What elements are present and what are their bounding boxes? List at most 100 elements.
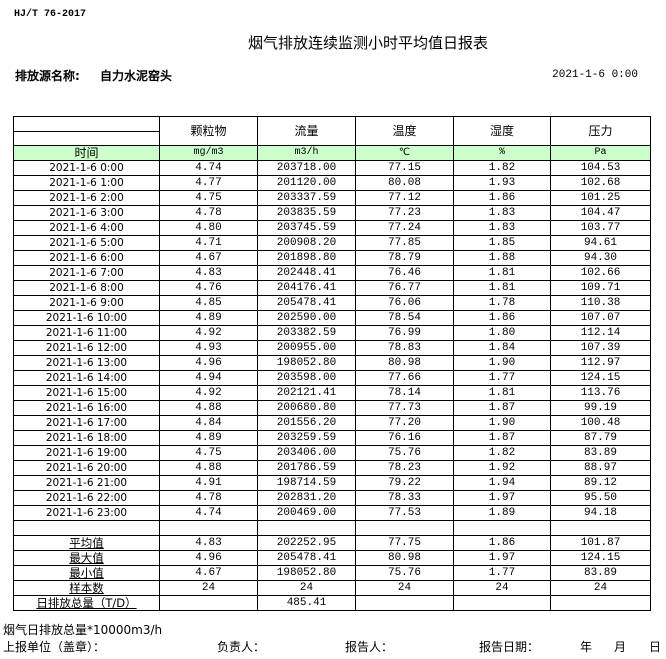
table-row: 2021-1-6 19:00 4.75 203406.00 75.76 1.82 83.8… [13, 445, 651, 461]
cell-flow: 201898.80 [257, 250, 356, 266]
cell-flow [257, 520, 356, 536]
cell-temperature: 77.24 [355, 220, 454, 236]
footer-report-date-label: 报告日期： [479, 640, 540, 654]
cell-temperature: 76.16 [355, 430, 454, 446]
cell-particulate: 4.89 [159, 310, 258, 326]
table-row: 2021-1-6 23:00 4.74 200469.00 77.53 1.89 94.1… [13, 505, 651, 521]
cell-temperature: 24 [355, 580, 454, 596]
cell-particulate: 4.77 [159, 175, 258, 191]
cell-time: 2021-1-6 16:00 [13, 400, 160, 416]
cell-temperature: 75.76 [355, 565, 454, 581]
table-row: 2021-1-6 17:00 4.84 201556.20 77.20 1.90 100.… [13, 415, 651, 431]
header-particulate: 颗粒物 [159, 116, 258, 146]
cell-particulate: 4.78 [159, 490, 258, 506]
cell-pressure: 101.87 [550, 535, 651, 551]
cell-humidity: 1.81 [453, 265, 551, 281]
cell-humidity: 1.93 [453, 175, 551, 191]
summary-row: 最小值 4.67 198052.80 75.76 1.77 83.89 [13, 565, 651, 581]
cell-temperature [355, 595, 454, 611]
cell-time: 最大值 [13, 550, 160, 566]
cell-pressure: 112.97 [550, 355, 651, 371]
cell-particulate [159, 595, 258, 611]
cell-pressure: 24 [550, 580, 651, 596]
cell-flow: 24 [257, 580, 356, 596]
cell-time: 2021-1-6 1:00 [13, 175, 160, 191]
cell-flow: 203835.59 [257, 205, 356, 221]
cell-flow: 201556.20 [257, 415, 356, 431]
cell-temperature: 78.79 [355, 250, 454, 266]
cell-time: 平均值 [13, 535, 160, 551]
table-row: 2021-1-6 9:00 4.85 205478.41 76.06 1.78 110.3… [13, 295, 651, 311]
report-table: 颗粒物 流量 温度 湿度 压力 时间 mg/m3 m3/h ℃ % Pa 202… [13, 116, 651, 611]
cell-pressure: 124.15 [550, 550, 651, 566]
cell-pressure: 104.53 [550, 160, 651, 176]
cell-flow: 202448.41 [257, 265, 356, 281]
report-date: 2021-1-6 0:00 [552, 69, 638, 81]
empty-row [13, 520, 651, 536]
cell-time: 2021-1-6 2:00 [13, 190, 160, 206]
cell-pressure: 124.15 [550, 370, 651, 386]
footer-reporter-label: 报告人： [345, 640, 394, 654]
cell-humidity: 24 [453, 580, 551, 596]
cell-temperature [355, 520, 454, 536]
cell-temperature: 77.75 [355, 535, 454, 551]
cell-flow: 205478.41 [257, 550, 356, 566]
cell-time: 2021-1-6 18:00 [13, 430, 160, 446]
cell-flow: 198052.80 [257, 355, 356, 371]
cell-humidity: 1.94 [453, 475, 551, 491]
cell-humidity: 1.78 [453, 295, 551, 311]
unit-temperature: ℃ [355, 145, 454, 161]
standard-code: HJ/T 76-2017 [14, 9, 87, 20]
cell-particulate: 4.93 [159, 340, 258, 356]
cell-particulate: 4.96 [159, 355, 258, 371]
cell-humidity: 1.82 [453, 160, 551, 176]
page-title: 烟气排放连续监测小时平均值日报表 [247, 34, 488, 52]
cell-pressure: 95.50 [550, 490, 651, 506]
cell-temperature: 75.76 [355, 445, 454, 461]
cell-humidity: 1.77 [453, 565, 551, 581]
cell-time: 2021-1-6 8:00 [13, 280, 160, 296]
summary-row: 样本数 24 24 24 24 24 [13, 580, 651, 596]
cell-particulate: 4.74 [159, 160, 258, 176]
cell-pressure: 94.18 [550, 505, 651, 521]
cell-pressure: 110.38 [550, 295, 651, 311]
cell-humidity: 1.85 [453, 235, 551, 251]
cell-pressure: 107.07 [550, 310, 651, 326]
footer-day: 日 [649, 640, 662, 654]
cell-temperature: 77.23 [355, 205, 454, 221]
cell-flow: 203259.59 [257, 430, 356, 446]
table-row: 2021-1-6 13:00 4.96 198052.80 80.98 1.90 112.… [13, 355, 651, 371]
summary-row: 日排放总量（T/D） 485.41 [13, 595, 651, 611]
cell-temperature: 77.53 [355, 505, 454, 521]
cell-time: 2021-1-6 5:00 [13, 235, 160, 251]
header-temperature: 温度 [355, 116, 454, 146]
cell-pressure: 99.19 [550, 400, 651, 416]
cell-humidity: 1.86 [453, 310, 551, 326]
cell-temperature: 80.08 [355, 175, 454, 191]
cell-particulate: 4.83 [159, 535, 258, 551]
cell-flow: 203406.00 [257, 445, 356, 461]
table-row: 2021-1-6 1:00 4.77 201120.00 80.08 1.93 102.6… [13, 175, 651, 191]
cell-time: 样本数 [13, 580, 160, 596]
header-humidity: 湿度 [453, 116, 551, 146]
table-row: 2021-1-6 4:00 4.80 203745.59 77.24 1.83 103.7… [13, 220, 651, 236]
source-label: 排放源名称: [15, 69, 80, 83]
cell-pressure: 87.79 [550, 430, 651, 446]
cell-pressure: 89.12 [550, 475, 651, 491]
table-row: 2021-1-6 7:00 4.83 202448.41 76.46 1.81 102.6… [13, 265, 651, 281]
cell-humidity: 1.87 [453, 430, 551, 446]
footer-month: 月 [614, 640, 627, 654]
cell-time: 2021-1-6 4:00 [13, 220, 160, 236]
cell-particulate: 4.75 [159, 445, 258, 461]
cell-time: 最小值 [13, 565, 160, 581]
cell-particulate: 4.71 [159, 235, 258, 251]
cell-flow: 200680.80 [257, 400, 356, 416]
cell-flow: 202121.41 [257, 385, 356, 401]
cell-temperature: 77.20 [355, 415, 454, 431]
cell-temperature: 79.22 [355, 475, 454, 491]
table-row: 2021-1-6 22:00 4.78 202831.20 78.33 1.97 95.5… [13, 490, 651, 506]
cell-temperature: 80.98 [355, 550, 454, 566]
table-row: 2021-1-6 16:00 4.88 200680.80 77.73 1.87 99.1… [13, 400, 651, 416]
cell-pressure: 112.14 [550, 325, 651, 341]
cell-humidity: 1.84 [453, 340, 551, 356]
